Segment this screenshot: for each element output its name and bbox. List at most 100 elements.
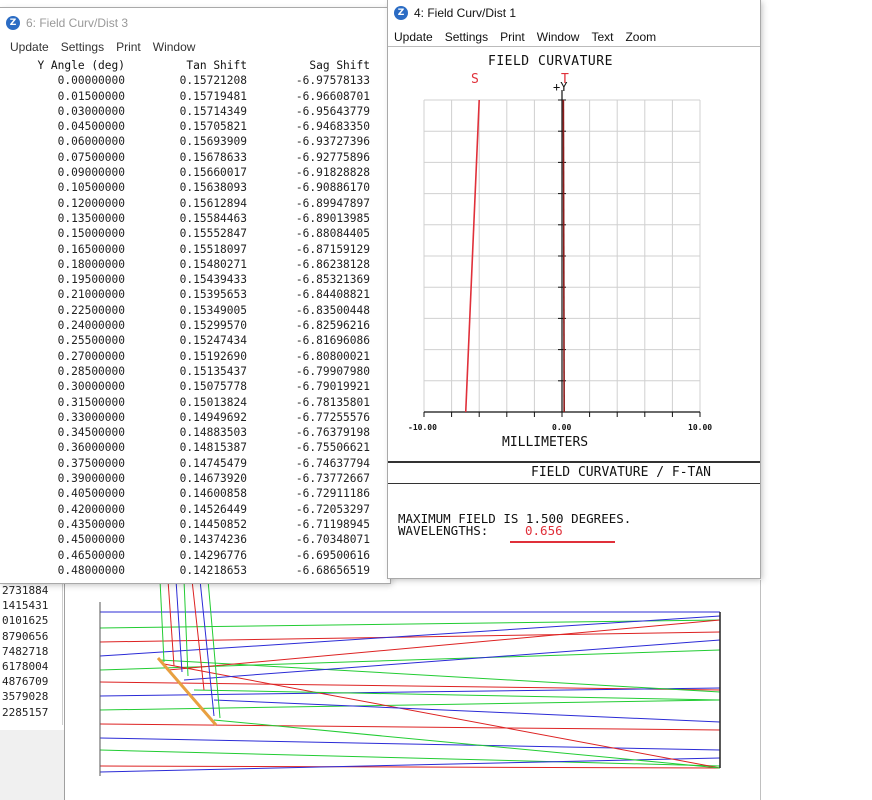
cell-tan-shift: 0.15247434 <box>179 334 247 348</box>
plot-area-border <box>388 46 760 47</box>
menu-update[interactable]: Update <box>10 40 49 54</box>
cell-sag-shift: -6.88084405 <box>295 227 370 241</box>
ray-line <box>99 765 721 769</box>
ray-line <box>99 687 721 697</box>
cell-sag-shift: -6.92775896 <box>295 150 370 164</box>
zemax-logo-icon: Z <box>394 6 408 20</box>
background-bottom-panel <box>0 730 64 800</box>
table-row: 0.15000000 0.15552847 -6.88084405 <box>5 226 385 241</box>
background-value: 4876709 <box>2 675 49 689</box>
cell-y-angle: 0.31500000 <box>57 395 125 409</box>
ray-line <box>183 580 189 677</box>
cell-y-angle: 0.13500000 <box>57 211 125 225</box>
cell-y-angle: 0.21000000 <box>57 288 125 302</box>
cell-tan-shift: 0.14949692 <box>179 410 247 424</box>
table-row: 0.00000000 0.15721208 -6.97578133 <box>5 73 385 88</box>
cell-sag-shift: -6.69500616 <box>295 548 370 562</box>
background-value: 6178004 <box>2 660 49 673</box>
ray-line <box>99 615 721 657</box>
ray-trace-layout <box>99 580 721 776</box>
cell-tan-shift: 0.14815387 <box>179 441 247 455</box>
table-row: 0.36000000 0.14815387 -6.75506621 <box>5 440 385 455</box>
cell-tan-shift: 0.14673920 <box>179 472 247 486</box>
ray-line <box>159 659 721 693</box>
mirror-surface <box>156 657 218 726</box>
cell-sag-shift: -6.93727396 <box>295 135 370 149</box>
ray-line <box>99 649 721 671</box>
table-row: 0.30000000 0.15075778 -6.79019921 <box>5 379 385 394</box>
cell-sag-shift: -6.94683350 <box>295 120 370 134</box>
menu-text[interactable]: Text <box>591 30 614 44</box>
ray-line <box>99 749 721 767</box>
cell-tan-shift: 0.15714349 <box>179 104 247 118</box>
x-axis-label: MILLIMETERS <box>502 435 589 450</box>
table-row: 0.34500000 0.14883503 -6.76379198 <box>5 425 385 440</box>
cell-sag-shift: -6.79019921 <box>295 380 370 394</box>
header-tan-shift: Tan Shift <box>186 59 247 72</box>
cell-y-angle: 0.06000000 <box>57 135 125 149</box>
cell-y-angle: 0.46500000 <box>57 548 125 562</box>
cell-y-angle: 0.45000000 <box>57 533 125 547</box>
sagittal-curve <box>464 99 480 413</box>
header-sag-shift: Sag Shift <box>309 59 370 72</box>
menu-zoom[interactable]: Zoom <box>625 30 657 44</box>
menu-window[interactable]: Window <box>536 30 580 44</box>
menu-print[interactable]: Print <box>116 40 141 54</box>
ray-line <box>183 639 721 681</box>
cell-y-angle: 0.43500000 <box>57 517 125 531</box>
cell-sag-shift: -6.91828828 <box>295 166 370 180</box>
table-row: 0.48000000 0.14218653 -6.68656519 <box>5 563 385 578</box>
table-row: 0.46500000 0.14296776 -6.69500616 <box>5 548 385 563</box>
table-row: 0.03000000 0.15714349 -6.95643779 <box>5 104 385 119</box>
cell-sag-shift: -6.76379198 <box>295 426 370 440</box>
window-titlebar[interactable]: Z 6: Field Curv/Dist 3 <box>0 8 390 38</box>
window-field-curv-dist-3[interactable]: Z 6: Field Curv/Dist 3 Update Settings P… <box>0 8 390 583</box>
table-row: 0.19500000 0.15439433 -6.85321369 <box>5 272 385 287</box>
menu-print[interactable]: Print <box>500 30 525 44</box>
window-titlebar[interactable]: Z 4: Field Curv/Dist 1 <box>388 0 760 26</box>
wavelength-underline <box>510 541 615 543</box>
table-row: 0.31500000 0.15013824 -6.78135801 <box>5 395 385 410</box>
cell-y-angle: 0.39000000 <box>57 472 125 486</box>
footer-title: FIELD CURVATURE / F-TAN <box>531 465 712 480</box>
cell-sag-shift: -6.73772667 <box>295 472 370 486</box>
menu-settings[interactable]: Settings <box>444 30 489 44</box>
cell-sag-shift: -6.78135801 <box>295 395 370 409</box>
table-row: 0.07500000 0.15678633 -6.92775896 <box>5 150 385 165</box>
cell-sag-shift: -6.95643779 <box>295 104 370 118</box>
sagittal-label: S <box>471 72 479 87</box>
cell-sag-shift: -6.84408821 <box>295 288 370 302</box>
cell-tan-shift: 0.15612894 <box>179 196 247 210</box>
cell-tan-shift: 0.14600858 <box>179 487 247 501</box>
cell-sag-shift: -6.82596216 <box>295 319 370 333</box>
menu-window[interactable]: Window <box>152 40 196 54</box>
ray-line <box>167 619 721 671</box>
ray-line <box>99 723 721 731</box>
cell-y-angle: 0.07500000 <box>57 150 125 164</box>
footer-wavelength-value: 0.656 <box>525 523 563 538</box>
cell-y-angle: 0.25500000 <box>57 334 125 348</box>
background-value: 8790656 <box>2 629 49 643</box>
background-value: 2731884 <box>2 584 49 597</box>
cell-y-angle: 0.18000000 <box>57 257 125 271</box>
menu-settings[interactable]: Settings <box>60 40 105 54</box>
cell-y-angle: 0.37500000 <box>57 456 125 470</box>
cell-sag-shift: -6.90886170 <box>295 181 370 195</box>
cell-y-angle: 0.42000000 <box>57 502 125 516</box>
ray-line <box>193 689 721 701</box>
menu-update[interactable]: Update <box>394 30 433 44</box>
cell-sag-shift: -6.85321369 <box>295 273 370 287</box>
background-value: 0101625 <box>2 614 49 628</box>
ray-line <box>199 580 215 717</box>
cell-sag-shift: -6.72053297 <box>295 502 370 516</box>
table-row: 0.18000000 0.15480271 -6.86238128 <box>5 257 385 272</box>
cell-sag-shift: -6.86238128 <box>295 257 370 271</box>
background-window-edge <box>64 580 65 800</box>
window-field-curv-dist-1[interactable]: Z 4: Field Curv/Dist 1 Update Settings P… <box>388 0 760 578</box>
table-row: 0.16500000 0.15518097 -6.87159129 <box>5 242 385 257</box>
ray-line <box>99 737 721 751</box>
table-row: 0.40500000 0.14600858 -6.72911186 <box>5 486 385 501</box>
cell-y-angle: 0.34500000 <box>57 426 125 440</box>
tangential-label: T <box>561 72 569 87</box>
cell-sag-shift: -6.71198945 <box>295 517 370 531</box>
